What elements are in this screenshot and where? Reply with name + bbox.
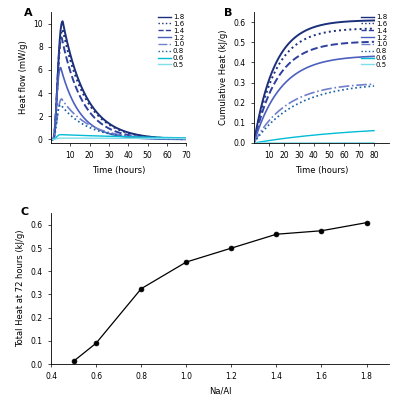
X-axis label: Na/Al: Na/Al: [209, 387, 231, 396]
X-axis label: Time (hours): Time (hours): [92, 166, 145, 175]
Y-axis label: Total Heat at 72 hours (kJ/g): Total Heat at 72 hours (kJ/g): [16, 230, 25, 348]
Y-axis label: Heat flow (mW/g): Heat flow (mW/g): [18, 41, 28, 114]
Y-axis label: Cumulative Heat (kJ/g): Cumulative Heat (kJ/g): [219, 30, 228, 125]
Legend: 1.8, 1.6, 1.4, 1.2, 1.0, 0.8, 0.6, 0.5: 1.8, 1.6, 1.4, 1.2, 1.0, 0.8, 0.6, 0.5: [360, 13, 387, 69]
Text: C: C: [21, 207, 29, 217]
Legend: 1.8, 1.6, 1.4, 1.2, 1.0, 0.8, 0.6, 0.5: 1.8, 1.6, 1.4, 1.2, 1.0, 0.8, 0.6, 0.5: [158, 13, 185, 69]
Text: B: B: [224, 8, 233, 18]
Text: A: A: [24, 8, 33, 18]
X-axis label: Time (hours): Time (hours): [295, 166, 348, 175]
